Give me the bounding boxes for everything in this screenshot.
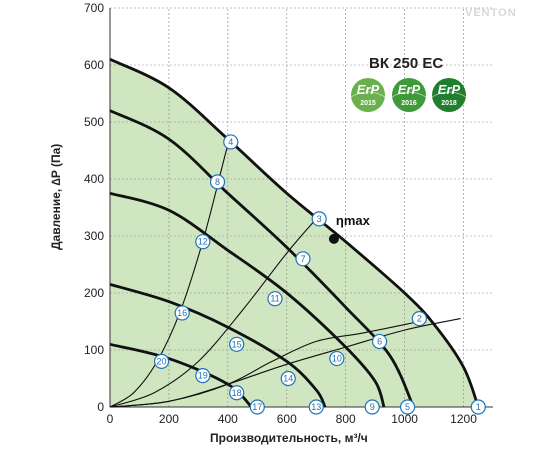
operating-point-marker: [195, 234, 211, 250]
operating-point-marker: [209, 174, 226, 190]
y-tick-label: 200: [84, 286, 104, 300]
y-tick-label: 100: [84, 343, 104, 357]
x-tick-labels: 0 200 400 600 800 1000 1200: [107, 412, 478, 426]
system-curve: [109, 318, 461, 408]
x-tick-label: 1200: [450, 412, 477, 426]
operating-point-label: 19: [198, 371, 208, 381]
max-efficiency-layer: ηmax: [328, 213, 371, 244]
axes-layer: [109, 8, 493, 408]
operating-point-marker: [229, 336, 245, 352]
operating-point-marker: [295, 251, 311, 267]
operating-point-label: 18: [232, 388, 242, 398]
operating-point-marker: [223, 134, 239, 150]
operating-point-marker: [364, 399, 380, 415]
operating-point-label: 5: [405, 402, 410, 412]
operating-point-label: 8: [215, 177, 220, 187]
fan-curve: [109, 109, 415, 408]
operating-point-label: 13: [311, 402, 321, 412]
y-tick-label: 400: [84, 172, 104, 186]
erp-badge-circle: [432, 78, 466, 112]
erp-badges: ErP 2015 ErP 2016 ErP 2018: [350, 78, 467, 112]
y-axis-label: Давление, ∆P (Па): [49, 144, 63, 250]
x-tick-label: 600: [277, 412, 297, 426]
x-tick-label: 0: [107, 412, 114, 426]
operating-point-label: 11: [270, 294, 279, 304]
operating-point-marker: [195, 368, 211, 384]
operating-point-label: 14: [283, 374, 293, 384]
operating-point-marker: [229, 385, 245, 401]
brand-watermark: VENTON: [465, 7, 517, 19]
x-tick-label: 200: [159, 412, 179, 426]
y-tick-label: 300: [84, 229, 104, 243]
system-curve: [109, 218, 317, 408]
x-tick-label: 400: [218, 412, 238, 426]
fan-curve: [109, 283, 327, 408]
max-efficiency-label: ηmax: [336, 213, 371, 228]
erp-badge-year: 2018: [441, 100, 457, 107]
operating-point-marker: [249, 399, 265, 415]
erp-badge-circle: [351, 78, 385, 112]
y-tick-label: 600: [84, 58, 104, 72]
operating-point-marker: [174, 305, 190, 321]
x-tick-label: 800: [336, 412, 356, 426]
fan-curve: [109, 191, 386, 408]
max-efficiency-point: [328, 233, 339, 244]
operating-point-label: 2: [417, 314, 422, 324]
operating-point-marker: [329, 350, 345, 367]
operating-point-marker: [411, 311, 427, 327]
erp-badge-swoosh: [391, 91, 427, 98]
operating-point-marker: [311, 211, 327, 227]
operating-point-label: 15: [232, 339, 242, 349]
operating-point-label: 4: [228, 137, 233, 147]
operating-point-label: 1: [476, 402, 481, 412]
operating-point-marker: [308, 399, 324, 415]
operating-point-label: 3: [317, 214, 322, 224]
erp-badge-year: 2015: [360, 100, 376, 107]
erp-badge-label: ErP: [357, 82, 380, 97]
y-tick-labels: 0 100 200 300 400 500 600 700: [84, 1, 104, 414]
y-tick-label: 500: [84, 115, 104, 129]
operating-point-marker: [267, 291, 283, 307]
operating-point-label: 16: [177, 308, 187, 318]
operating-point-label: 12: [198, 237, 208, 247]
operating-point-marker: [371, 333, 388, 350]
operating-point-marker: [280, 370, 296, 387]
x-tick-label: 1000: [391, 412, 418, 426]
operating-point-label: 20: [157, 356, 167, 366]
erp-badge-year: 2016: [401, 100, 417, 107]
erp-badge-swoosh: [350, 91, 386, 98]
operating-point-marker: [470, 399, 486, 415]
operating-point-label: 17: [252, 402, 262, 412]
operating-point-label: 6: [377, 336, 382, 346]
fan-curve: [109, 58, 480, 408]
y-tick-label: 0: [97, 400, 104, 414]
operating-point-label: 7: [300, 254, 305, 264]
erp-badge-label: ErP: [438, 82, 461, 97]
erp-badge-circle: [392, 78, 426, 112]
x-axis-label: Производительность, м³/ч: [210, 431, 368, 445]
fan-curves-layer: [109, 58, 480, 409]
envelope-area: [110, 59, 479, 408]
envelope-fill-layer: [110, 59, 479, 408]
operating-point-marker: [399, 399, 416, 415]
operating-point-label: 10: [332, 354, 342, 364]
erp-badge-swoosh: [431, 91, 467, 98]
operating-point-marker: [153, 353, 170, 369]
y-tick-label: 700: [84, 1, 104, 15]
chart-title: ВК 250 ЕС: [369, 55, 443, 72]
operating-point-label: 9: [370, 402, 375, 412]
erp-badge-label: ErP: [398, 82, 421, 97]
